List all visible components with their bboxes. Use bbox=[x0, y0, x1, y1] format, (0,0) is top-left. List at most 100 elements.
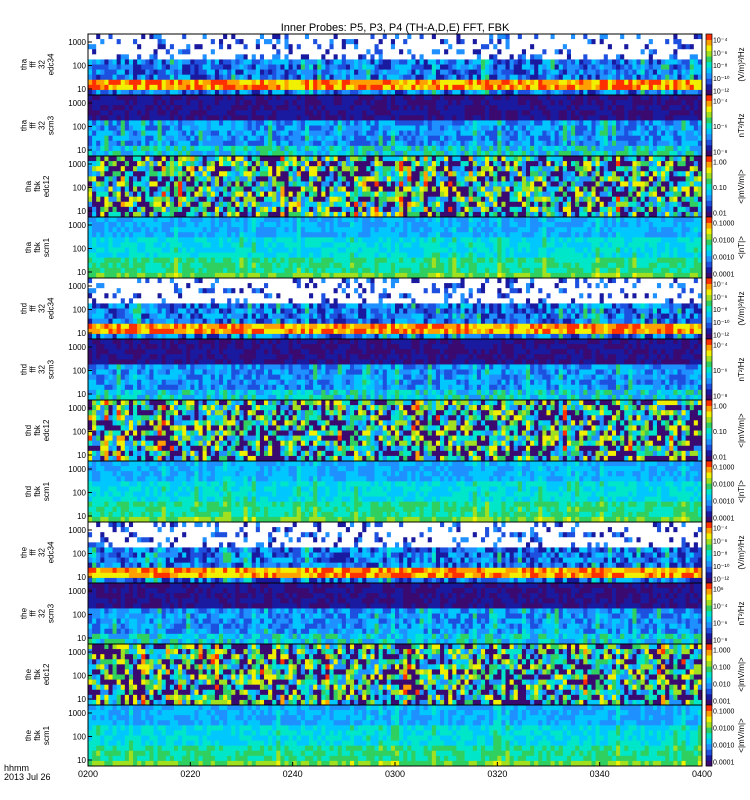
spectrogram-cell bbox=[423, 64, 429, 70]
spectrogram-cell bbox=[231, 59, 236, 65]
spectrogram-cell bbox=[239, 145, 244, 152]
spectrogram-cell bbox=[218, 34, 224, 40]
spectrogram-cell bbox=[689, 130, 695, 137]
spectrogram-cell bbox=[538, 64, 543, 70]
spectrogram-cell bbox=[116, 150, 122, 157]
spectrogram-cell bbox=[538, 84, 543, 91]
spectrogram-cell bbox=[685, 59, 691, 65]
y-axis-label-line: tha bbox=[20, 58, 29, 70]
spectrogram-cell bbox=[227, 59, 232, 65]
spectrogram-cell bbox=[505, 120, 511, 126]
spectrogram-cell bbox=[423, 34, 429, 40]
spectrogram-cell bbox=[534, 84, 539, 91]
spectrogram-cell bbox=[247, 120, 253, 126]
spectrogram-cell bbox=[415, 150, 420, 157]
spectrogram-cell bbox=[485, 34, 490, 40]
spectrogram-cell bbox=[141, 54, 146, 60]
spectrogram-cell bbox=[210, 166, 216, 172]
spectrogram-cell bbox=[571, 44, 576, 50]
spectrogram-cell bbox=[562, 74, 568, 81]
spectrogram-cell bbox=[550, 44, 556, 50]
spectrogram-cell bbox=[464, 74, 470, 81]
spectrogram-cell bbox=[681, 125, 687, 131]
spectrogram-cell bbox=[366, 49, 371, 55]
spectrogram-cell bbox=[423, 115, 429, 121]
spectrogram-cell bbox=[259, 120, 265, 126]
spectrogram-cell bbox=[276, 44, 281, 50]
spectrogram-cell bbox=[652, 64, 658, 70]
spectrogram-cell bbox=[431, 186, 437, 192]
spectrogram-cell bbox=[427, 39, 433, 45]
spectrogram-cell bbox=[198, 115, 204, 121]
spectrogram-cell bbox=[186, 120, 191, 126]
spectrogram-cell bbox=[317, 196, 322, 203]
spectrogram-cell bbox=[145, 49, 150, 55]
spectrogram-cell bbox=[673, 49, 678, 55]
spectrogram-cell bbox=[349, 135, 355, 142]
spectrogram-cell bbox=[628, 95, 633, 101]
spectrogram-cell bbox=[198, 64, 204, 70]
spectrogram-cell bbox=[423, 120, 429, 126]
spectrogram-cell bbox=[272, 140, 277, 147]
spectrogram-cell bbox=[562, 44, 568, 50]
spectrogram-cell bbox=[362, 166, 367, 172]
spectrogram-cell bbox=[276, 64, 281, 70]
spectrogram-cell bbox=[489, 105, 494, 111]
spectrogram-cell bbox=[456, 135, 461, 142]
spectrogram-cell bbox=[296, 206, 302, 213]
spectrogram-cell bbox=[231, 161, 236, 167]
spectrogram-cell bbox=[665, 95, 670, 101]
spectrogram-cell bbox=[607, 74, 613, 81]
spectrogram-cell bbox=[255, 166, 261, 172]
spectrogram-cell bbox=[579, 120, 584, 126]
spectrogram-cell bbox=[386, 44, 392, 50]
spectrogram-cell bbox=[366, 171, 371, 177]
spectrogram-cell bbox=[92, 181, 97, 187]
spectrogram-cell bbox=[583, 84, 588, 91]
spectrogram-cell bbox=[636, 64, 641, 70]
spectrogram-cell bbox=[693, 74, 699, 81]
spectrogram-cell bbox=[317, 206, 322, 213]
spectrogram-cell bbox=[124, 110, 130, 116]
spectrogram-cell bbox=[566, 125, 572, 131]
spectrogram-cell bbox=[157, 84, 163, 91]
spectrogram-cell bbox=[509, 69, 515, 76]
spectrogram-cell bbox=[313, 69, 318, 76]
spectrogram-cell bbox=[329, 196, 334, 203]
spectrogram-cell bbox=[133, 211, 138, 218]
spectrogram-cell bbox=[550, 120, 556, 126]
spectrogram-cell bbox=[345, 100, 351, 106]
spectrogram-cell bbox=[161, 166, 167, 172]
spectrogram-cell bbox=[636, 54, 641, 60]
spectrogram-cell bbox=[644, 49, 650, 55]
spectrogram-cell bbox=[530, 166, 535, 172]
spectrogram-cell bbox=[128, 34, 134, 40]
spectrogram-cell bbox=[571, 120, 576, 126]
spectrogram-cell bbox=[362, 211, 367, 218]
spectrogram-cell bbox=[456, 84, 461, 91]
spectrogram-cell bbox=[231, 44, 236, 50]
spectrogram-cell bbox=[464, 135, 470, 142]
spectrogram-cell bbox=[227, 34, 232, 40]
spectrogram-cell bbox=[431, 120, 437, 126]
spectrogram-cell bbox=[325, 171, 330, 177]
spectrogram-cell bbox=[104, 89, 109, 96]
spectrogram-cell bbox=[186, 84, 191, 91]
spectrogram-cell bbox=[272, 64, 277, 70]
spectrogram-cell bbox=[583, 44, 588, 50]
spectrogram-cell bbox=[677, 69, 682, 76]
spectrogram-cell bbox=[259, 74, 265, 81]
spectrogram-cell bbox=[513, 135, 519, 142]
spectrogram-cell bbox=[169, 125, 175, 131]
spectrogram-cell bbox=[468, 95, 474, 101]
spectrogram-cell bbox=[611, 135, 617, 142]
spectrogram-cell bbox=[497, 156, 502, 162]
spectrogram-cell bbox=[616, 54, 621, 60]
spectrogram-cell bbox=[501, 211, 506, 218]
spectrogram-cell bbox=[169, 171, 175, 177]
spectrogram-cell bbox=[374, 171, 380, 177]
spectrogram-cell bbox=[202, 156, 208, 162]
spectrogram-cell bbox=[513, 181, 519, 187]
spectrogram-cell bbox=[251, 150, 257, 157]
spectrogram-cell bbox=[243, 79, 249, 86]
